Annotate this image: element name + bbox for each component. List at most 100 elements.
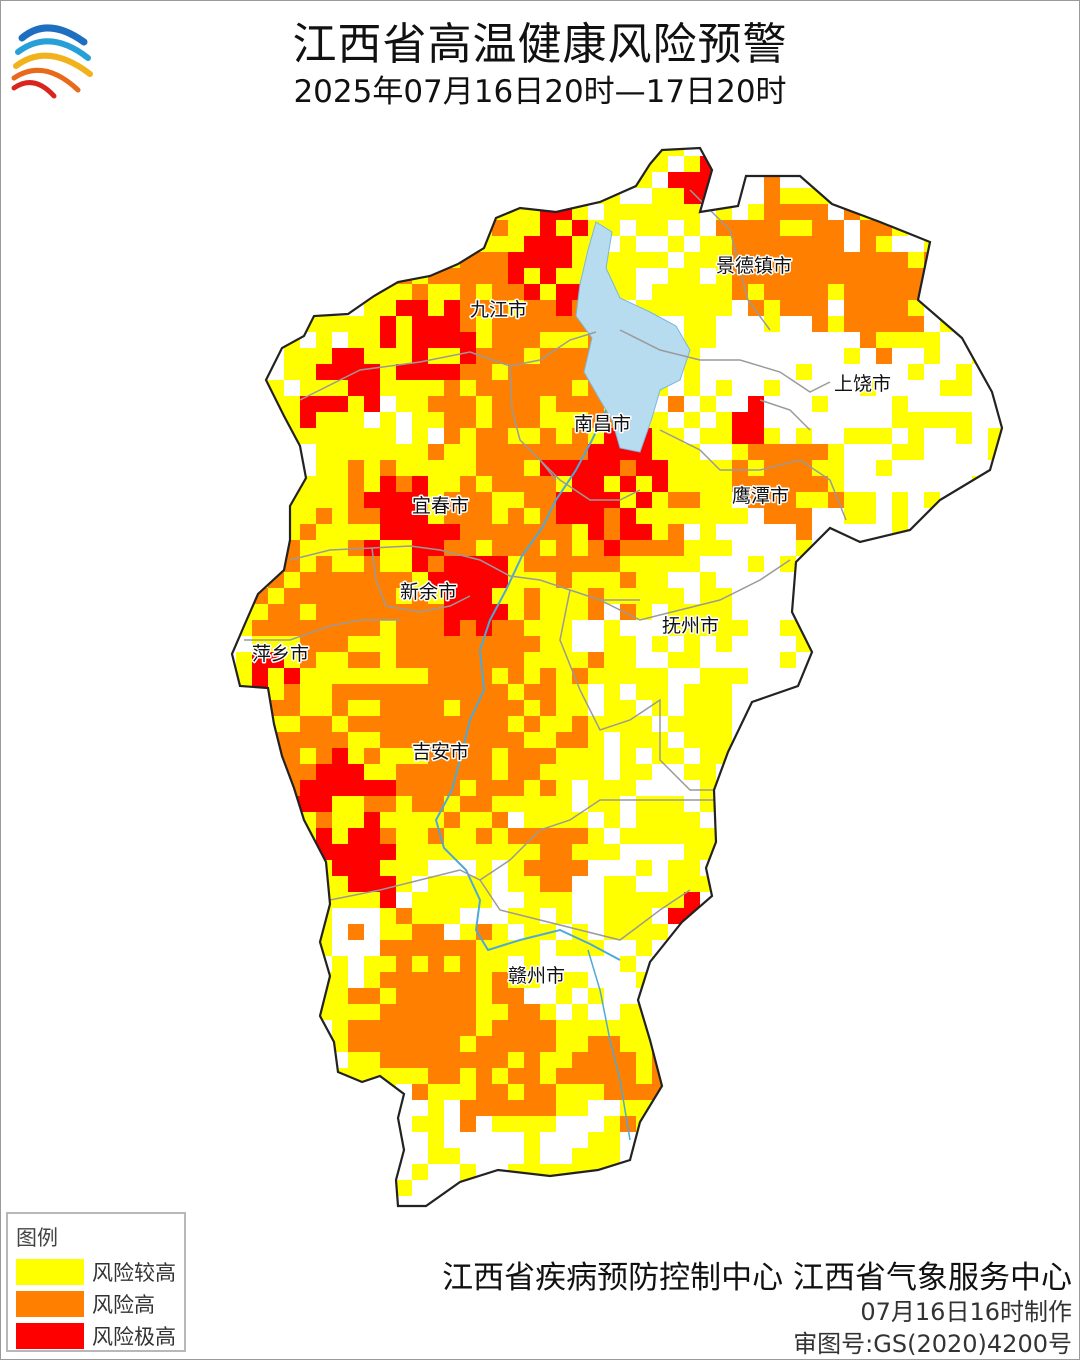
risk-cell: [796, 1116, 812, 1132]
risk-cell: [668, 1052, 684, 1068]
risk-cell: [252, 284, 268, 300]
risk-cell: [492, 764, 508, 780]
risk-cell: [748, 1196, 764, 1206]
risk-cell: [812, 924, 828, 940]
legend-item-risk-extreme: 风险极高: [16, 1322, 176, 1350]
risk-cell: [524, 684, 540, 700]
risk-cell: [460, 332, 476, 348]
risk-cell: [460, 524, 476, 540]
risk-cell: [572, 1020, 588, 1036]
risk-cell: [460, 604, 476, 620]
legend-title: 图例: [16, 1226, 58, 1250]
risk-cell: [284, 1004, 300, 1020]
risk-cell: [652, 1020, 668, 1036]
risk-cell: [940, 508, 956, 524]
risk-cell: [380, 476, 396, 492]
risk-cell: [460, 1052, 476, 1068]
risk-cell: [332, 1020, 348, 1036]
risk-cell: [232, 556, 236, 572]
risk-cell: [492, 1084, 508, 1100]
risk-cell: [508, 316, 524, 332]
risk-cell: [380, 540, 396, 556]
risk-cell: [444, 524, 460, 540]
risk-cell: [604, 1180, 620, 1196]
risk-cell: [636, 892, 652, 908]
risk-cell: [748, 556, 764, 572]
risk-cell: [764, 172, 780, 188]
risk-cell: [524, 572, 540, 588]
risk-cell: [524, 524, 540, 540]
risk-cell: [428, 844, 444, 860]
risk-cell: [540, 844, 556, 860]
risk-cell: [860, 300, 876, 316]
risk-cell: [268, 924, 284, 940]
risk-cell: [300, 348, 316, 364]
risk-cell: [1004, 1116, 1020, 1132]
risk-cell: [348, 556, 364, 572]
risk-cell: [524, 972, 540, 988]
risk-cell: [764, 236, 780, 252]
risk-cell: [796, 300, 812, 316]
risk-cell: [428, 380, 444, 396]
risk-cell: [716, 508, 732, 524]
risk-cell: [364, 780, 380, 796]
risk-cell: [460, 780, 476, 796]
risk-cell: [572, 924, 588, 940]
risk-cell: [412, 1164, 428, 1180]
risk-cell: [412, 1116, 428, 1132]
risk-cell: [348, 668, 364, 684]
risk-cell: [348, 1148, 364, 1164]
risk-cell: [796, 148, 812, 156]
risk-cell: [588, 1068, 604, 1084]
risk-cell: [540, 316, 556, 332]
risk-cell: [540, 476, 556, 492]
city-label-ganzhou: 赣州市: [508, 965, 565, 987]
risk-cell: [652, 476, 668, 492]
risk-cell: [796, 236, 812, 252]
risk-cell: [556, 652, 572, 668]
risk-cell: [460, 812, 476, 828]
risk-cell: [668, 1036, 684, 1052]
risk-cell: [972, 1132, 988, 1148]
risk-cell: [540, 444, 556, 460]
risk-cell: [892, 908, 908, 924]
risk-cell: [908, 300, 924, 316]
risk-cell: [476, 764, 492, 780]
risk-cell: [540, 364, 556, 380]
risk-cell: [380, 492, 396, 508]
risk-cell: [428, 1100, 444, 1116]
risk-cell: [316, 332, 332, 348]
risk-cell: [364, 988, 380, 1004]
risk-cell: [684, 972, 700, 988]
risk-cell: [908, 988, 924, 1004]
risk-cell: [284, 300, 300, 316]
risk-cell: [332, 732, 348, 748]
risk-cell: [412, 524, 428, 540]
risk-cell: [540, 156, 556, 172]
risk-cell: [972, 220, 988, 236]
risk-cell: [636, 924, 652, 940]
risk-cell: [508, 844, 524, 860]
risk-cell: [716, 1052, 732, 1068]
risk-cell: [428, 556, 444, 572]
risk-cell: [524, 780, 540, 796]
risk-cell: [268, 204, 284, 220]
risk-cell: [876, 1180, 892, 1196]
risk-cell: [300, 236, 316, 252]
risk-cell: [748, 300, 764, 316]
risk-cell: [620, 1100, 636, 1116]
risk-cell: [412, 988, 428, 1004]
risk-cell: [380, 748, 396, 764]
risk-cell: [316, 780, 332, 796]
risk-cell: [636, 668, 652, 684]
risk-cell: [284, 1036, 300, 1052]
risk-cell: [940, 380, 956, 396]
risk-cell: [780, 1020, 796, 1036]
risk-cell: [460, 188, 476, 204]
risk-cell: [524, 540, 540, 556]
risk-cell: [428, 924, 444, 940]
risk-cell: [668, 604, 684, 620]
risk-cell: [828, 700, 844, 716]
risk-cell: [524, 188, 540, 204]
risk-cell: [412, 748, 428, 764]
